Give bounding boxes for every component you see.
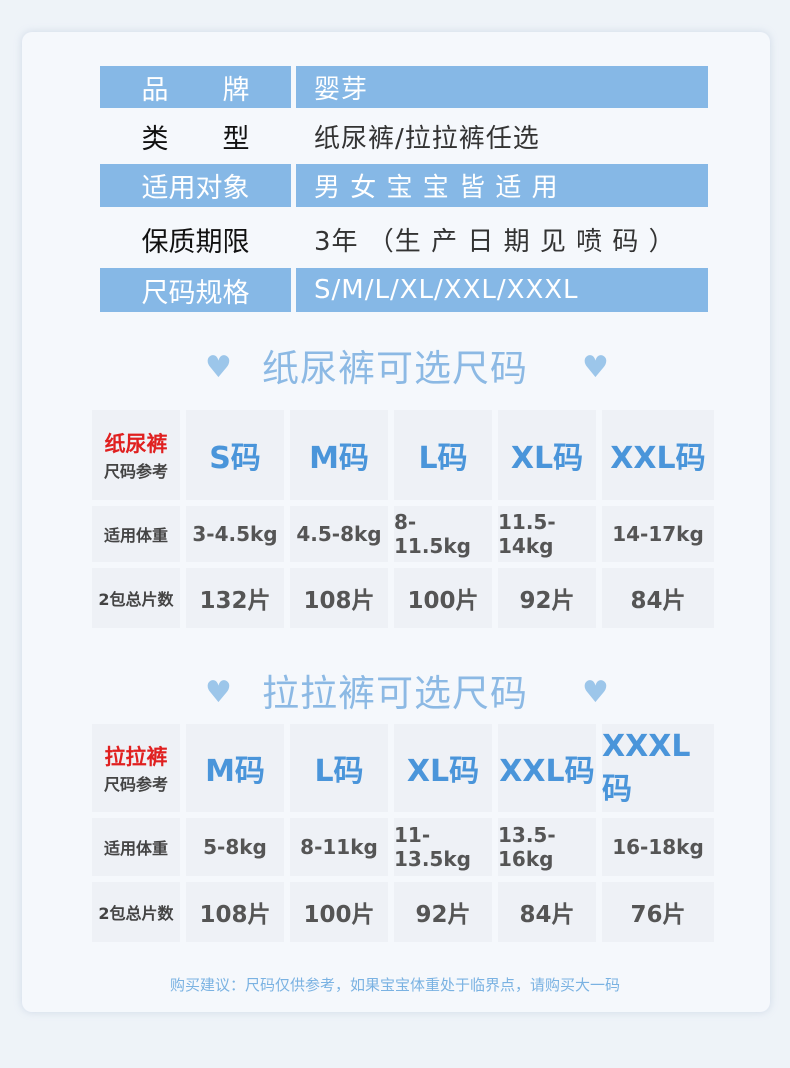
count-cell: 92片: [498, 568, 596, 628]
size-cell: XL码: [498, 410, 596, 500]
row-label: 适用体重: [103, 839, 168, 858]
weight-cell: 4.5-8kg: [290, 506, 388, 562]
size-label: XXL码: [610, 441, 706, 476]
count-value: 100片: [303, 902, 375, 928]
weight-cell: 13.5-16kg: [498, 818, 596, 876]
weight-value: 13.5-16kg: [498, 823, 556, 871]
size-label: L码: [314, 754, 364, 789]
weight-value: 14-17kg: [612, 522, 704, 546]
corner-cell: 拉拉裤 尺码参考: [92, 724, 180, 812]
info-label: 品 牌: [100, 66, 291, 108]
row-label: 2包总片数: [98, 590, 174, 609]
weight-value: 4.5-8kg: [296, 522, 382, 546]
info-value: 男 女 宝 宝 皆 适 用: [296, 164, 708, 207]
weight-cell: 16-18kg: [602, 818, 714, 876]
row-header: 适用体重: [92, 818, 180, 876]
size-cell: S码: [186, 410, 284, 500]
row-label: 2包总片数: [98, 904, 174, 923]
row-header: 2包总片数: [92, 568, 180, 628]
corner-sub: 尺码参考: [103, 462, 168, 481]
size-label: S码: [209, 441, 261, 476]
weight-value: 11-13.5kg: [394, 823, 471, 871]
weight-value: 3-4.5kg: [192, 522, 278, 546]
row-label: 适用体重: [103, 526, 168, 545]
count-value: 132片: [199, 588, 271, 614]
heart-icon: ♥: [205, 675, 232, 710]
size-label: XL码: [510, 441, 584, 476]
weight-cell: 14-17kg: [602, 506, 714, 562]
weight-value: 11.5-14kg: [498, 510, 556, 558]
size-label: XXL码: [499, 754, 595, 789]
info-label: 类 型: [141, 124, 250, 155]
count-value: 84片: [519, 902, 575, 928]
count-cell: 92片: [394, 882, 492, 942]
size-label: M码: [309, 441, 369, 476]
info-row: 类 型 纸尿裤/拉拉裤任选: [100, 115, 708, 158]
weight-value: 16-18kg: [612, 835, 704, 859]
count-value: 84片: [630, 588, 686, 614]
corner-title: 拉拉裤: [104, 745, 168, 769]
count-value: 92片: [519, 588, 575, 614]
size-cell: M码: [290, 410, 388, 500]
info-value: 婴芽: [296, 66, 708, 108]
size-cell: XXL码: [498, 724, 596, 812]
purchase-note: 购买建议：尺码仅供参考，如果宝宝体重处于临界点，请购买大一码: [169, 976, 620, 994]
size-cell: XL码: [394, 724, 492, 812]
corner-sub: 尺码参考: [103, 775, 168, 794]
count-cell: 84片: [602, 568, 714, 628]
weight-cell: 8-11kg: [290, 818, 388, 876]
weight-cell: 5-8kg: [186, 818, 284, 876]
weight-value: 8-11.5kg: [394, 510, 471, 558]
info-value: S/M/L/XL/XXL/XXXL: [296, 268, 708, 312]
count-value: 92片: [415, 902, 471, 928]
weight-cell: 11.5-14kg: [498, 506, 596, 562]
info-row: 尺码规格 S/M/L/XL/XXL/XXXL: [100, 268, 708, 312]
count-cell: 132片: [186, 568, 284, 628]
section-title: 拉拉裤可选尺码: [262, 672, 528, 715]
weight-cell: 3-4.5kg: [186, 506, 284, 562]
size-cell: L码: [394, 410, 492, 500]
count-value: 76片: [630, 902, 686, 928]
heart-icon: ♥: [582, 675, 609, 710]
info-row: 品 牌婴芽: [100, 66, 708, 108]
count-value: 108片: [303, 588, 375, 614]
count-value: 100片: [407, 588, 479, 614]
count-cell: 76片: [602, 882, 714, 942]
count-cell: 84片: [498, 882, 596, 942]
info-value: 3年 （生 产 日 期 见 喷 码 ）: [314, 226, 676, 257]
info-label: 适用对象: [100, 164, 291, 207]
heart-icon: ♥: [205, 350, 232, 385]
size-cell: M码: [186, 724, 284, 812]
section-title: 纸尿裤可选尺码: [262, 347, 528, 390]
count-cell: 100片: [394, 568, 492, 628]
size-label: XL码: [406, 754, 480, 789]
row-header: 2包总片数: [92, 882, 180, 942]
corner-cell: 纸尿裤 尺码参考: [92, 410, 180, 500]
size-cell: L码: [290, 724, 388, 812]
info-label: 保质期限: [141, 226, 250, 258]
size-label: M码: [205, 754, 265, 789]
count-cell: 108片: [290, 568, 388, 628]
weight-cell: 11-13.5kg: [394, 818, 492, 876]
weight-value: 8-11kg: [300, 835, 378, 859]
size-label: XXXL码: [602, 728, 691, 807]
info-row: 保质期限 3年 （生 产 日 期 见 喷 码 ）: [100, 216, 708, 262]
count-cell: 100片: [290, 882, 388, 942]
corner-title: 纸尿裤: [104, 432, 168, 456]
weight-cell: 8-11.5kg: [394, 506, 492, 562]
row-header: 适用体重: [92, 506, 180, 562]
weight-value: 5-8kg: [203, 835, 267, 859]
size-cell: XXXL码: [602, 724, 714, 812]
size-label: L码: [418, 441, 468, 476]
info-row: 适用对象男 女 宝 宝 皆 适 用: [100, 164, 708, 207]
heart-icon: ♥: [582, 350, 609, 385]
info-label: 尺码规格: [100, 268, 291, 312]
count-cell: 108片: [186, 882, 284, 942]
count-value: 108片: [199, 902, 271, 928]
size-cell: XXL码: [602, 410, 714, 500]
info-value: 纸尿裤/拉拉裤任选: [314, 124, 540, 154]
